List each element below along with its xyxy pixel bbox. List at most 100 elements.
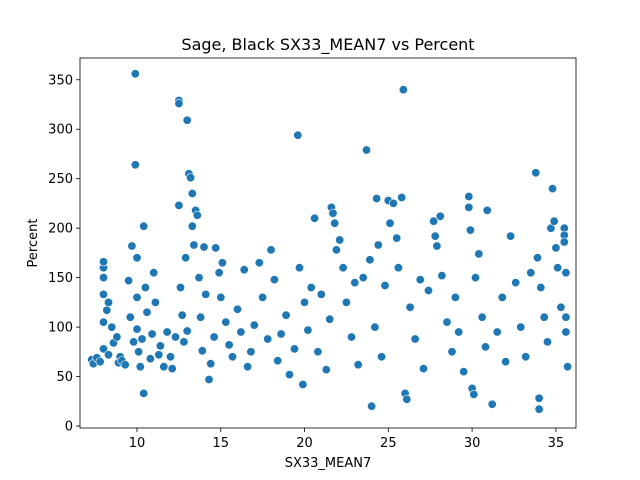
- data-point: [99, 257, 109, 267]
- data-point: [397, 193, 407, 203]
- data-point: [480, 342, 490, 352]
- data-point: [186, 173, 196, 183]
- data-point: [246, 347, 256, 357]
- data-point: [147, 329, 157, 339]
- data-point: [465, 225, 475, 235]
- data-point: [380, 280, 390, 290]
- data-point: [306, 282, 316, 292]
- data-point: [321, 365, 331, 375]
- data-point: [328, 208, 338, 218]
- data-point: [559, 237, 569, 247]
- data-point: [289, 344, 299, 354]
- y-tick-label: 250: [48, 172, 73, 187]
- data-point: [273, 356, 283, 366]
- data-point: [216, 292, 226, 302]
- data-point: [132, 324, 142, 334]
- data-point: [214, 268, 224, 278]
- data-point: [435, 211, 445, 221]
- data-point: [474, 249, 484, 259]
- data-point: [492, 327, 502, 337]
- data-point: [129, 337, 139, 347]
- data-point: [556, 302, 566, 312]
- data-point: [124, 276, 134, 286]
- y-tick-label: 100: [48, 321, 73, 336]
- data-point: [249, 320, 259, 330]
- data-point: [236, 327, 246, 337]
- data-point: [192, 210, 202, 220]
- data-point: [140, 282, 150, 292]
- data-point: [410, 334, 420, 344]
- data-point: [338, 263, 348, 273]
- data-point: [187, 189, 197, 199]
- data-point: [542, 337, 552, 347]
- x-tick-label: 15: [212, 436, 229, 451]
- data-point: [454, 327, 464, 337]
- data-point: [418, 364, 428, 374]
- data-point: [526, 268, 536, 278]
- data-point: [125, 312, 135, 322]
- data-point: [372, 194, 382, 204]
- x-tick-label: 35: [548, 436, 565, 451]
- data-point: [154, 350, 164, 360]
- data-point: [388, 198, 398, 208]
- data-point: [549, 216, 559, 226]
- data-point: [429, 216, 439, 226]
- x-tick-label: 10: [129, 436, 146, 451]
- data-point: [162, 327, 172, 337]
- data-point: [536, 282, 546, 292]
- data-point: [331, 245, 341, 255]
- data-point: [477, 312, 487, 322]
- data-point: [199, 242, 209, 252]
- data-point: [551, 243, 561, 253]
- data-point: [373, 240, 383, 250]
- data-point: [330, 218, 340, 228]
- data-point: [516, 322, 526, 332]
- data-point: [367, 401, 377, 411]
- data-point: [276, 329, 286, 339]
- y-tick-label: 200: [48, 222, 73, 237]
- data-point: [532, 253, 542, 263]
- data-point: [228, 352, 238, 362]
- chart-title: Sage, Black SX33_MEAN7 vs Percent: [181, 35, 474, 55]
- data-point: [284, 370, 294, 380]
- data-point: [132, 253, 142, 263]
- data-point: [442, 317, 452, 327]
- data-point: [171, 332, 181, 342]
- data-point: [239, 265, 249, 275]
- data-point: [196, 312, 206, 322]
- data-point: [325, 314, 335, 324]
- data-point: [437, 271, 447, 281]
- data-point: [335, 235, 345, 245]
- data-point: [266, 245, 276, 255]
- data-point: [501, 357, 511, 367]
- y-tick-label: 150: [48, 271, 73, 286]
- data-point: [563, 362, 573, 372]
- data-point: [423, 285, 433, 295]
- data-point: [145, 354, 155, 364]
- data-point: [402, 394, 412, 404]
- data-point: [197, 346, 207, 356]
- data-point: [224, 340, 234, 350]
- data-point: [561, 327, 571, 337]
- data-point: [303, 325, 313, 335]
- data-point: [139, 221, 149, 231]
- data-point: [385, 218, 395, 228]
- y-tick-label: 50: [56, 370, 73, 385]
- data-point: [459, 367, 469, 377]
- data-point: [432, 241, 442, 251]
- data-point: [350, 278, 360, 288]
- data-point: [99, 344, 109, 354]
- data-point: [107, 322, 117, 332]
- x-tick-label: 20: [296, 436, 313, 451]
- y-axis-label: Percent: [26, 219, 41, 268]
- data-point: [299, 297, 309, 307]
- data-point: [341, 297, 351, 307]
- data-point: [469, 389, 479, 399]
- data-point: [132, 292, 142, 302]
- data-point: [104, 350, 114, 360]
- data-point: [134, 347, 144, 357]
- data-point: [294, 263, 304, 273]
- data-point: [182, 115, 192, 125]
- y-tick-label: 350: [48, 73, 73, 88]
- data-point: [233, 304, 243, 314]
